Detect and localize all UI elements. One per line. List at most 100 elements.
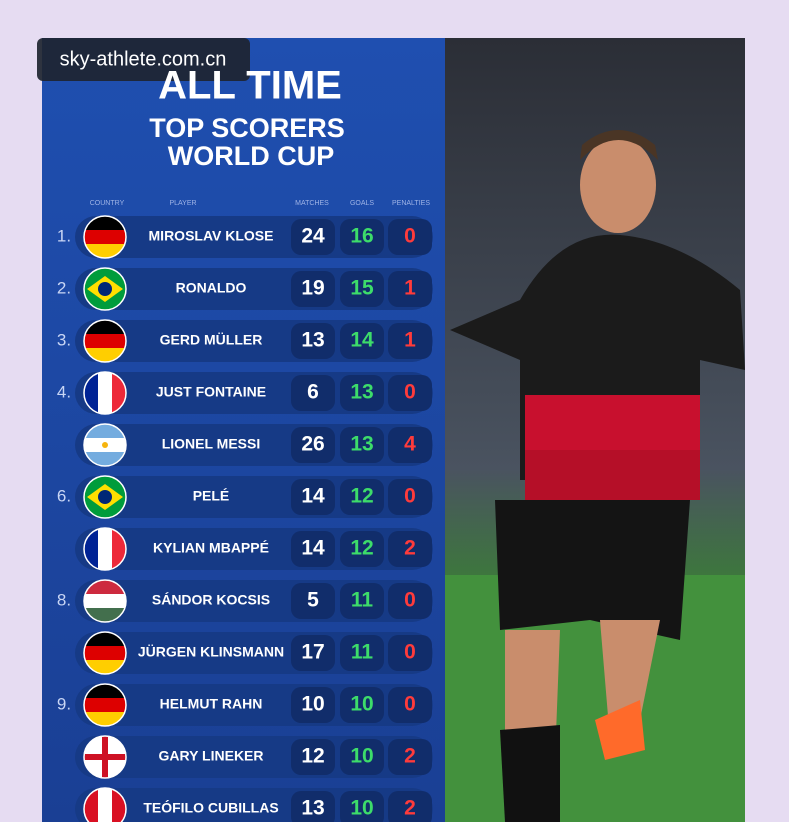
cell-background: [291, 739, 335, 775]
cell-background: [388, 791, 432, 822]
goals-value: 14: [350, 329, 374, 352]
goals-value: 15: [350, 277, 374, 300]
flag-border: [83, 423, 127, 467]
flag: [84, 476, 126, 518]
flag-border: [83, 735, 127, 779]
flag-part: [84, 334, 126, 348]
cell-background: [388, 271, 432, 307]
player-name: TEÓFILO CUBILLAS: [143, 799, 278, 816]
player-name: JUST FONTAINE: [156, 384, 266, 400]
cell-background: [388, 479, 432, 515]
goals-value: 12: [350, 485, 373, 508]
flag-border: [83, 787, 127, 822]
column-header: GOALS: [350, 200, 374, 207]
flag-border: [83, 319, 127, 363]
subtitle: WORLD CUP: [168, 141, 334, 171]
title: ALL TIME: [158, 64, 342, 108]
penalties-value: 4: [404, 433, 416, 456]
flag-part: [98, 282, 112, 296]
cell-background: [291, 271, 335, 307]
player-name: RONALDO: [176, 280, 247, 296]
flag-part: [98, 372, 112, 414]
matches-value: 13: [301, 329, 324, 352]
cell-background: [340, 635, 384, 671]
cell-background: [340, 219, 384, 255]
goals-value: 12: [350, 537, 373, 560]
rank: 6.: [57, 486, 71, 505]
table: COUNTRY PLAYER MATCHES GOALS PENALTIES 1. MIRO…: [57, 200, 433, 822]
goals-value: 13: [350, 433, 373, 456]
cell-background: [291, 791, 335, 822]
matches-value: 24: [301, 225, 325, 248]
cell-background: [291, 635, 335, 671]
cell-background: [388, 739, 432, 775]
cell-background: [340, 271, 384, 307]
flag: [84, 736, 126, 778]
watermark: sky-athlete.com.cn: [60, 48, 227, 70]
cell-background: [388, 427, 432, 463]
penalties-value: 0: [404, 693, 416, 716]
cell-background: [388, 375, 432, 411]
cell-background: [340, 739, 384, 775]
penalties-value: 0: [404, 589, 416, 612]
column-header: PLAYER: [169, 200, 196, 207]
matches-value: 6: [307, 381, 319, 404]
cell-background: [388, 531, 432, 567]
matches-value: 14: [301, 537, 325, 560]
matches-value: 12: [301, 745, 324, 768]
cell-background: [388, 323, 432, 359]
subtitle: TOP SCORERS: [149, 113, 345, 143]
matches-value: 26: [301, 433, 324, 456]
cell-background: [340, 479, 384, 515]
penalties-value: 0: [404, 381, 416, 404]
flag-border: [83, 527, 127, 571]
matches-value: 10: [301, 693, 324, 716]
cell-background: [291, 375, 335, 411]
player-name: PELÉ: [193, 488, 230, 504]
penalties-value: 1: [404, 329, 416, 352]
rank: 3.: [57, 330, 71, 349]
flag: [84, 268, 126, 310]
flag-part: [102, 442, 108, 448]
column-header: COUNTRY: [90, 200, 125, 207]
column-header: MATCHES: [295, 200, 329, 207]
cell-background: [340, 323, 384, 359]
penalties-value: 2: [404, 537, 416, 560]
goals-value: 10: [350, 745, 373, 768]
goals-value: 11: [351, 589, 374, 612]
matches-value: 17: [301, 641, 324, 664]
cell-background: [340, 687, 384, 723]
matches-value: 14: [301, 485, 325, 508]
player-name: HELMUT RAHN: [160, 696, 263, 712]
cell-background: [291, 219, 335, 255]
matches-value: 5: [307, 589, 319, 612]
flag-part: [84, 754, 126, 760]
cell-background: [340, 583, 384, 619]
goals-value: 13: [350, 381, 373, 404]
cell-background: [340, 531, 384, 567]
flag-part: [98, 788, 112, 822]
goals-value: 16: [350, 225, 373, 248]
rank: 1.: [57, 226, 71, 245]
flag-part: [98, 528, 112, 570]
flag-border: [83, 475, 127, 519]
cell-background: [388, 583, 432, 619]
cell-background: [291, 323, 335, 359]
watermark-box: [37, 38, 250, 81]
cell-background: [340, 427, 384, 463]
matches-value: 19: [301, 277, 324, 300]
player-name: LIONEL MESSI: [162, 436, 261, 452]
goals-value: 10: [350, 797, 373, 820]
matches-value: 13: [301, 797, 324, 820]
player-name: KYLIAN MBAPPÉ: [153, 540, 269, 556]
flag-part: [84, 698, 126, 712]
goals-value: 11: [351, 641, 374, 664]
rank: 8.: [57, 590, 71, 609]
player-name: GERD MÜLLER: [160, 332, 263, 348]
flag-border: [83, 631, 127, 675]
penalties-value: 1: [404, 277, 416, 300]
player-photo: [445, 38, 745, 822]
cell-background: [291, 687, 335, 723]
